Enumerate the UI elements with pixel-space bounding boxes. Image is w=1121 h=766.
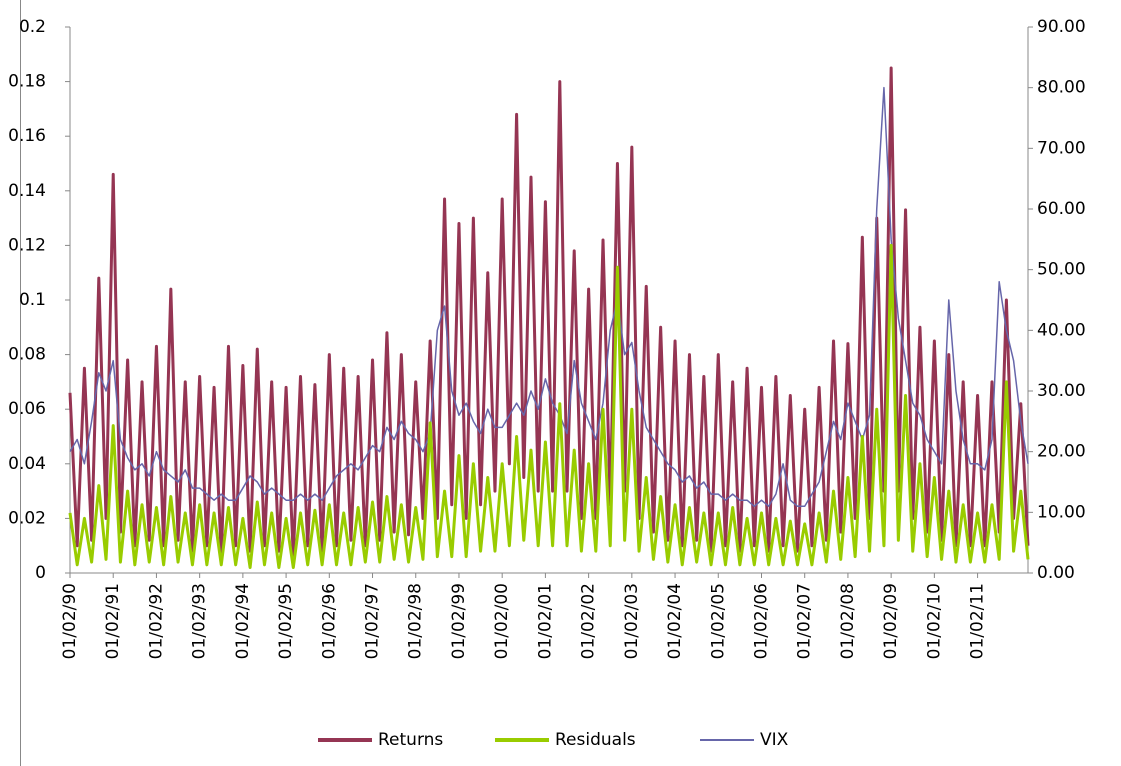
y2-tick-label: 70.00 <box>1037 138 1086 158</box>
x-tick-label: 01/02/01 <box>535 583 555 659</box>
series-line <box>68 66 1030 559</box>
legend-label: VIX <box>760 730 789 750</box>
y2-tick-label: 90.00 <box>1037 17 1086 37</box>
x-tick-label: 01/02/96 <box>319 583 339 659</box>
x-tick-label: 01/02/97 <box>363 583 383 659</box>
legend-label: Returns <box>378 730 443 750</box>
x-tick-label: 01/02/06 <box>751 583 771 659</box>
x-tick-label: 01/02/05 <box>708 583 728 659</box>
y-tick-label: 0.1 <box>19 290 46 310</box>
x-tick-label: 01/02/11 <box>968 583 988 659</box>
x-tick-label: 01/02/09 <box>881 583 901 659</box>
y-tick-label: 0 <box>35 563 46 583</box>
x-tick-label: 01/02/04 <box>665 583 685 659</box>
legend-label: Residuals <box>555 730 636 750</box>
x-tick-label: 01/02/91 <box>103 583 123 659</box>
x-tick-label: 01/02/98 <box>406 583 426 659</box>
y-tick-label: 0.2 <box>19 17 46 37</box>
x-tick-label: 01/02/02 <box>579 583 599 659</box>
y2-tick-label: 80.00 <box>1037 78 1086 98</box>
x-tick-label: 01/02/90 <box>60 583 80 659</box>
x-tick-label: 01/02/08 <box>838 583 858 659</box>
x-tick-label: 01/02/93 <box>190 583 210 659</box>
x-tick-label: 01/02/94 <box>233 583 253 659</box>
y-tick-label: 0.14 <box>8 181 46 201</box>
y-tick-label: 0.12 <box>8 235 46 255</box>
y-tick-label: 0.04 <box>8 454 46 474</box>
series-line <box>68 243 1030 570</box>
y2-tick-label: 20.00 <box>1037 442 1086 462</box>
y-tick-label: 0.16 <box>8 126 46 146</box>
y2-tick-label: 10.00 <box>1037 502 1086 522</box>
x-tick-label: 01/02/10 <box>924 583 944 659</box>
x-tick-label: 01/02/00 <box>492 583 512 659</box>
x-tick-label: 01/02/99 <box>449 583 469 659</box>
y-tick-label: 0.06 <box>8 399 46 419</box>
y2-tick-label: 50.00 <box>1037 260 1086 280</box>
y2-tick-label: 30.00 <box>1037 381 1086 401</box>
y-tick-label: 0.08 <box>8 345 46 365</box>
y2-tick-label: 60.00 <box>1037 199 1086 219</box>
series-line <box>69 86 1029 508</box>
chart-border <box>20 0 21 766</box>
x-tick-label: 01/02/95 <box>276 583 296 659</box>
x-tick-label: 01/02/03 <box>622 583 642 659</box>
y2-tick-label: 40.00 <box>1037 320 1086 340</box>
y-tick-label: 0.02 <box>8 508 46 528</box>
x-tick-label: 01/02/07 <box>795 583 815 659</box>
y-tick-label: 0.18 <box>8 72 46 92</box>
x-tick-label: 01/02/92 <box>146 583 166 659</box>
y2-tick-label: 0.00 <box>1037 563 1075 583</box>
